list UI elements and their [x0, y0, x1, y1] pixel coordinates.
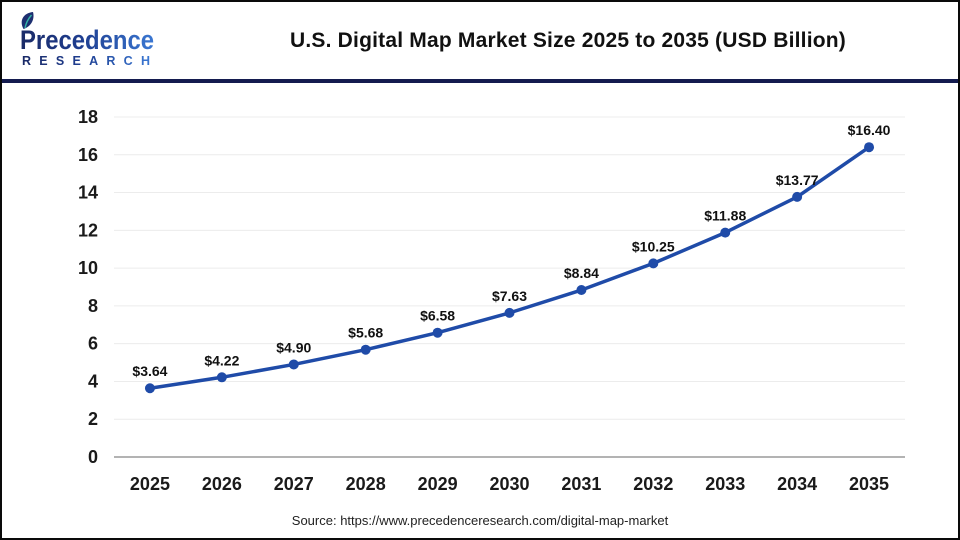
- y-tick-label: 2: [88, 409, 98, 429]
- logo-sub-text: RESEARCH: [22, 54, 150, 68]
- y-tick-label: 0: [88, 447, 98, 467]
- data-point-label: $8.84: [564, 265, 599, 281]
- line-chart: 0 2 4 6 8 10 12 14 16 18 2025 2026 2027 2028 2029 2030 2…: [78, 107, 905, 494]
- y-tick-label: 16: [78, 145, 98, 165]
- data-point-label: $6.58: [420, 308, 455, 324]
- data-point-label: $16.40: [848, 122, 891, 138]
- logo-brand-text: Precedence: [20, 25, 154, 55]
- y-tick-label: 12: [78, 220, 98, 240]
- x-tick-label: 2031: [561, 474, 601, 494]
- data-point-label: $11.88: [704, 208, 746, 224]
- x-tick-label: 2033: [705, 474, 745, 494]
- header: Precedence RESEARCH U.S. Digital Map Mar…: [2, 2, 958, 79]
- data-point: [504, 307, 515, 318]
- y-tick-label: 8: [88, 296, 98, 316]
- x-tick-label: 2029: [418, 474, 458, 494]
- x-tick-label: 2035: [849, 474, 889, 494]
- x-tick-label: 2032: [633, 474, 673, 494]
- y-tick-label: 4: [88, 371, 98, 391]
- data-point: [288, 359, 299, 370]
- data-point-label: $3.64: [132, 363, 167, 379]
- data-point: [792, 191, 803, 202]
- x-tick-label: 2027: [274, 474, 314, 494]
- data-point: [576, 285, 587, 296]
- x-tick-label: 2030: [489, 474, 529, 494]
- data-point: [216, 372, 227, 383]
- header-divider: [2, 79, 958, 83]
- data-point: [720, 227, 731, 238]
- y-tick-label: 10: [78, 258, 98, 278]
- data-point: [432, 327, 443, 338]
- data-point-label: $13.77: [776, 172, 819, 188]
- data-point: [648, 258, 659, 269]
- x-tick-label: 2028: [346, 474, 386, 494]
- brand-logo: Precedence RESEARCH: [2, 7, 188, 74]
- data-point-label: $7.63: [492, 288, 527, 304]
- data-point-label: $10.25: [632, 238, 675, 254]
- page-title: U.S. Digital Map Market Size 2025 to 203…: [290, 28, 846, 52]
- data-point: [864, 142, 875, 153]
- y-tick-label: 18: [78, 107, 98, 127]
- data-point: [144, 383, 155, 394]
- x-tick-label: 2026: [202, 474, 242, 494]
- data-point: [360, 344, 371, 355]
- data-point-label: $5.68: [348, 325, 383, 341]
- y-tick-label: 6: [88, 334, 98, 354]
- precedence-research-logo-icon: Precedence RESEARCH: [20, 12, 154, 68]
- leaf-vein-icon: [24, 14, 33, 29]
- x-tick-label: 2034: [777, 474, 817, 494]
- data-point-label: $4.22: [204, 352, 239, 368]
- y-tick-label: 14: [78, 183, 98, 203]
- source-attribution: Source: https://www.precedenceresearch.c…: [291, 513, 669, 528]
- x-tick-label: 2025: [130, 474, 170, 494]
- data-point-label: $4.90: [276, 339, 311, 355]
